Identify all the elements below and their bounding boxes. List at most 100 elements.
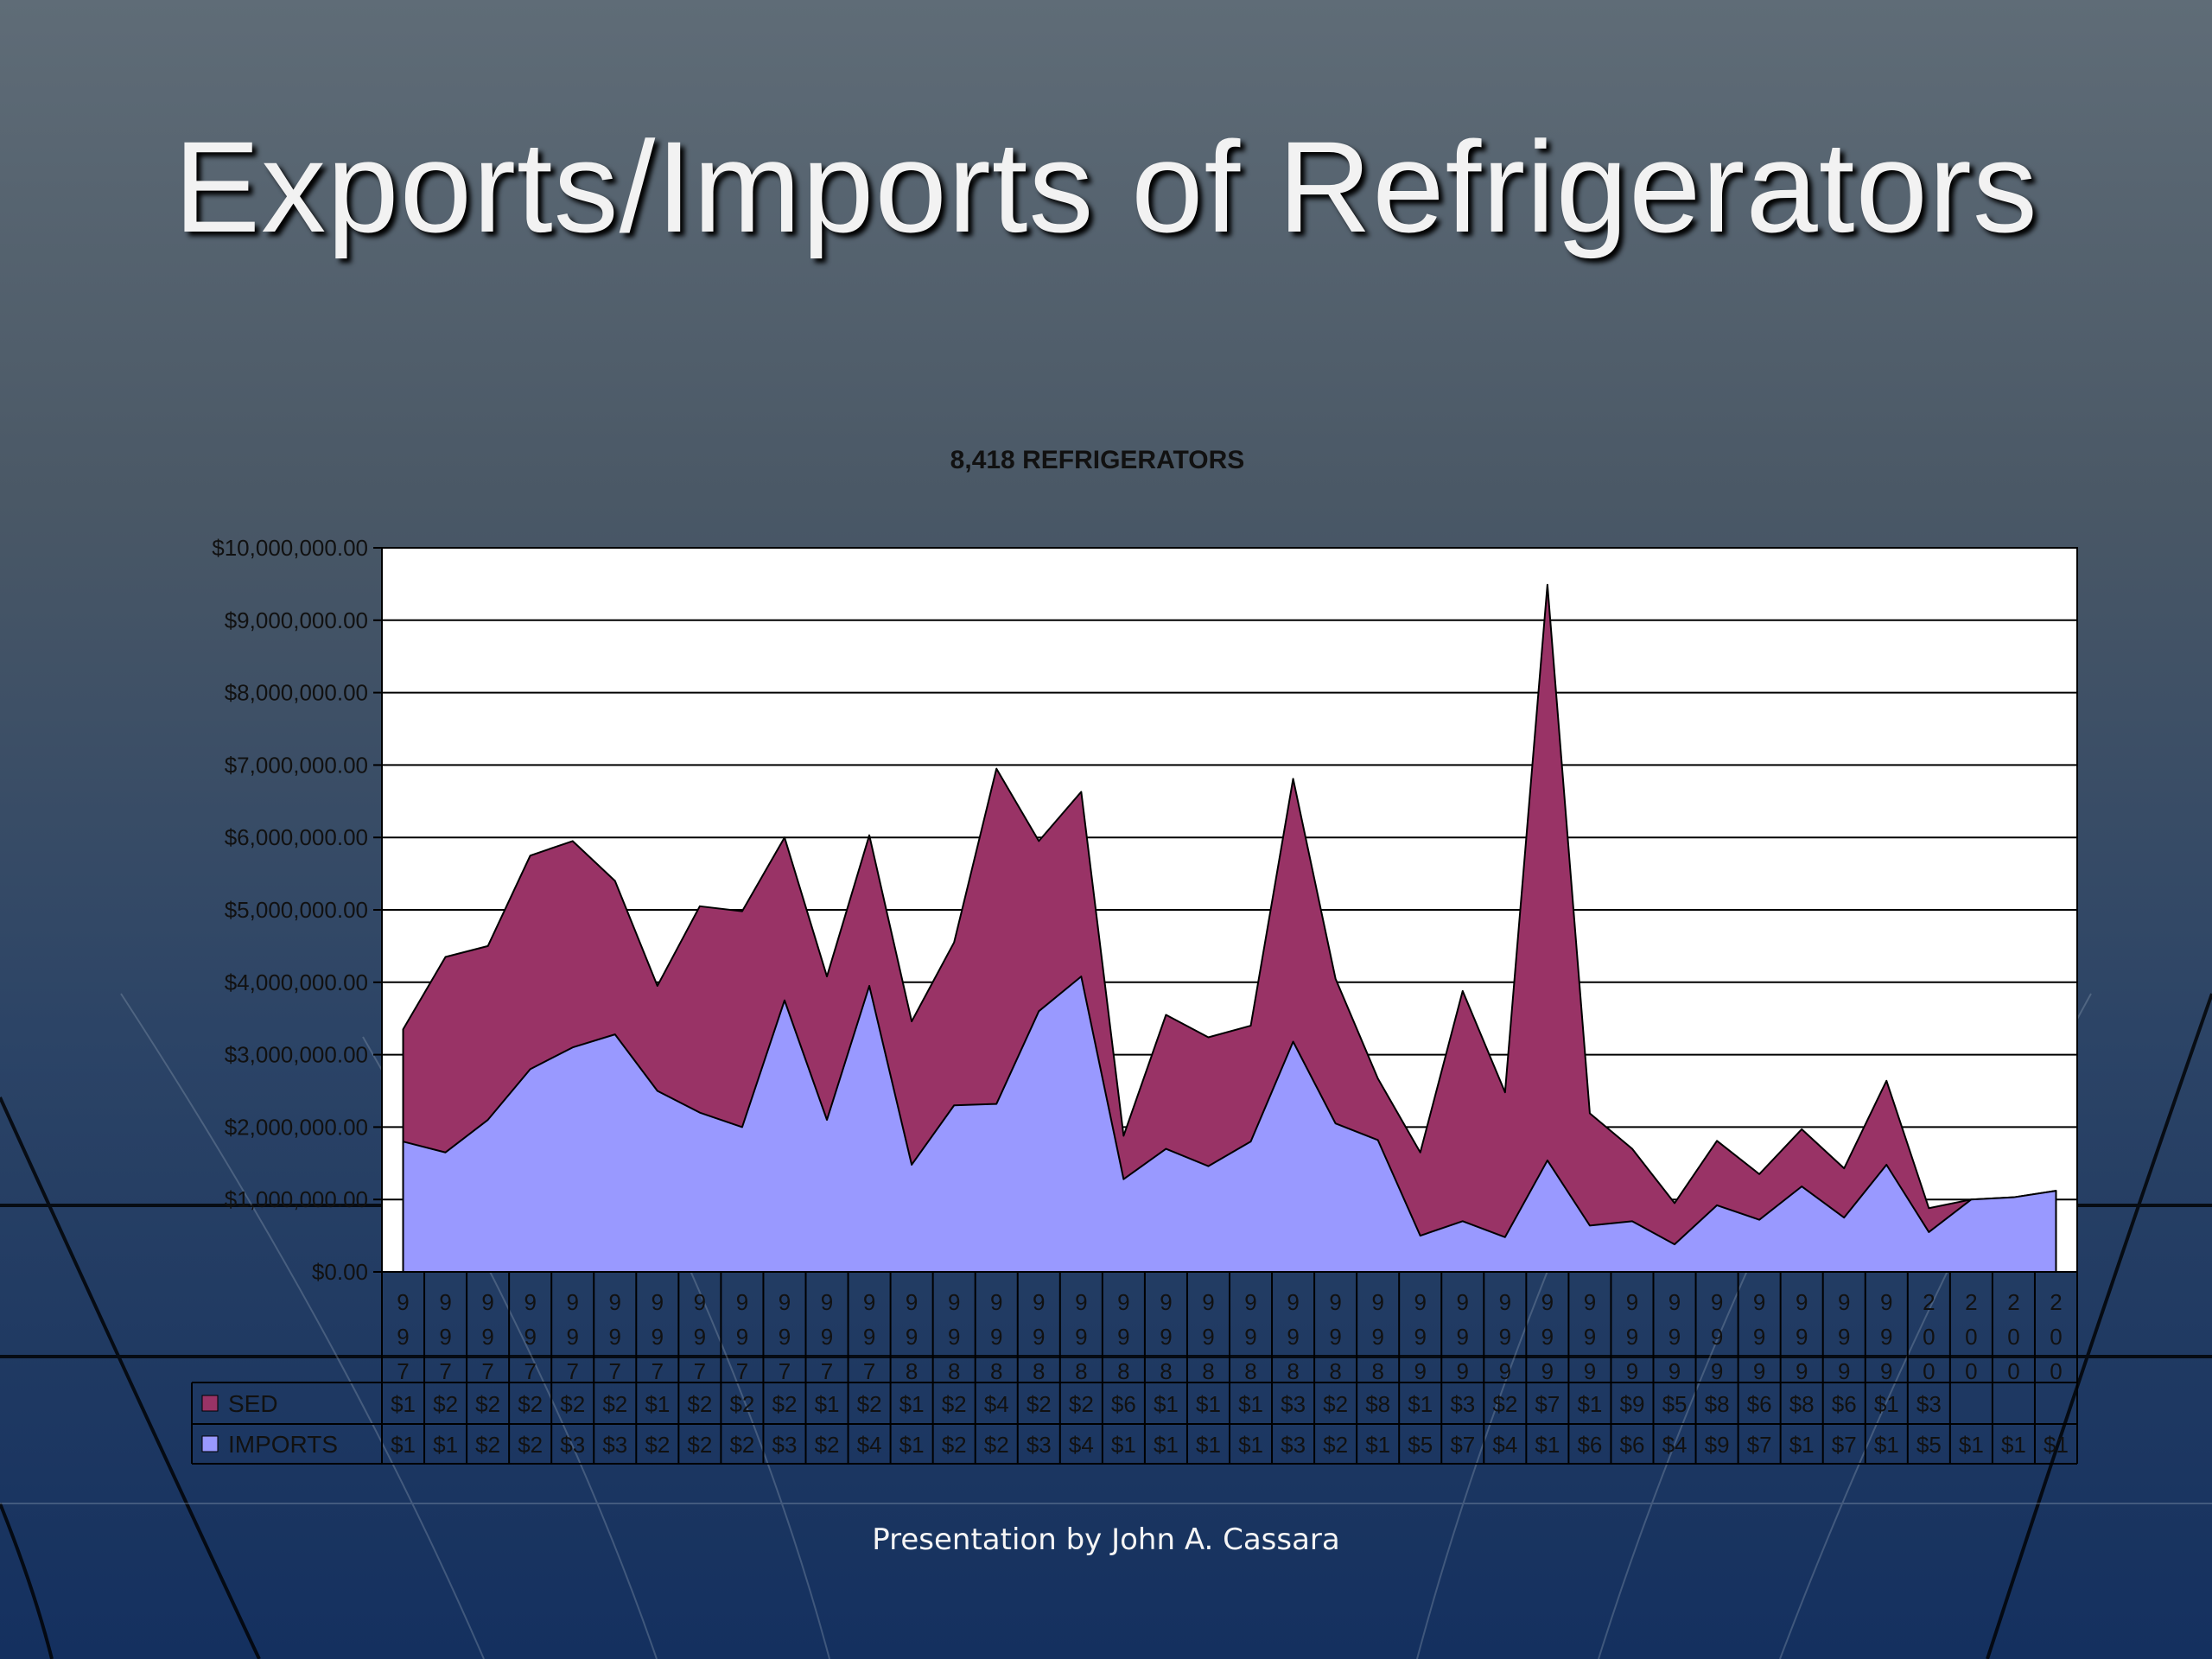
table-cell-value: $2: [729, 1391, 754, 1417]
y-tick-label: $5,000,000.00: [225, 897, 368, 923]
table-cell-value: $2: [942, 1432, 967, 1458]
table-cell-value: $2: [645, 1432, 670, 1458]
table-cell-value: $5: [1408, 1432, 1433, 1458]
table-cell-value: $2: [1323, 1391, 1348, 1417]
y-tick-label: $3,000,000.00: [225, 1042, 368, 1068]
table-cell-value: $1: [2044, 1432, 2069, 1458]
y-tick-label: $2,000,000.00: [225, 1114, 368, 1140]
table-cell-value: $3: [772, 1432, 798, 1458]
table-cell-value: $2: [687, 1391, 712, 1417]
table-cell-value: $1: [433, 1432, 458, 1458]
table-cell-value: $2: [518, 1391, 543, 1417]
table-cell-value: $1: [1238, 1432, 1263, 1458]
table-cell-value: $8: [1365, 1391, 1390, 1417]
table-cell-value: $1: [391, 1432, 416, 1458]
table-cell-value: $7: [1832, 1432, 1857, 1458]
area-series: [402, 583, 2057, 1273]
table-cell-value: $1: [899, 1432, 925, 1458]
table-cell-value: $6: [1577, 1432, 1602, 1458]
table-cell-value: $6: [1620, 1432, 1645, 1458]
table-cell-value: $8: [1705, 1391, 1730, 1417]
table-cell-value: $4: [1492, 1432, 1517, 1458]
table-cell-value: $1: [1874, 1391, 1899, 1417]
series-area-imports: [402, 976, 2057, 1273]
table-cell-value: $2: [602, 1391, 627, 1417]
table-cell-value: $1: [1408, 1391, 1433, 1417]
table-cell-value: $3: [1916, 1391, 1942, 1417]
table-cell-value: $1: [1196, 1432, 1221, 1458]
y-tick-label: $7,000,000.00: [225, 752, 368, 778]
table-cell-value: $1: [1111, 1432, 1136, 1458]
table-cell-value: $2: [475, 1432, 500, 1458]
table-cell-value: $4: [984, 1391, 1009, 1417]
table-cell-value: $3: [1027, 1432, 1052, 1458]
table-cell-value: $7: [1747, 1432, 1772, 1458]
table-cell-value: $1: [815, 1391, 840, 1417]
table-cell-value: $8: [1789, 1391, 1815, 1417]
table-cell-value: $1: [645, 1391, 670, 1417]
table-cell-value: $1: [391, 1391, 416, 1417]
table-cell-value: $9: [1620, 1391, 1645, 1417]
table-cell-value: $4: [857, 1432, 882, 1458]
table-cell-value: $2: [1027, 1391, 1052, 1417]
table-cell-value: $2: [1492, 1391, 1517, 1417]
table-cell-value: $2: [560, 1391, 585, 1417]
table-cell-value: $5: [1916, 1432, 1942, 1458]
table-cell-value: $2: [1069, 1391, 1094, 1417]
slide-title: Exports/Imports of Refrigerators: [174, 114, 2038, 259]
table-cell-value: $2: [687, 1432, 712, 1458]
table-cell-value: $1: [1874, 1432, 1899, 1458]
table-cell-value: $4: [1069, 1432, 1094, 1458]
table-cell-value: $2: [857, 1391, 882, 1417]
table-cell-value: $2: [433, 1391, 458, 1417]
table-cell-value: $2: [772, 1391, 798, 1417]
table-cell-value: $6: [1747, 1391, 1772, 1417]
table-cell-value: $1: [899, 1391, 925, 1417]
table-cell-value: $1: [2001, 1432, 2026, 1458]
table-cell-value: $1: [1535, 1432, 1560, 1458]
table-cell-value: $7: [1535, 1391, 1560, 1417]
data-table: 9 9 7 9 9 7 9 9 7 9 9 7 9 9 7 9 9 7 9 9 7 9 9 7 9 9 7 9 9 7 9 9 7 9 9 7 9 9 8 9…: [191, 1272, 2078, 1465]
y-tick-label: $0.00: [312, 1259, 368, 1285]
table-cell-value: $2: [815, 1432, 840, 1458]
table-cell-value: $7: [1450, 1432, 1475, 1458]
table-cell-value: $1: [1196, 1391, 1221, 1417]
table-cell-value: $1: [1577, 1391, 1602, 1417]
y-axis-ticks: $0.00 $1,000,000.00 $2,000,000.00 $3,000,00…: [212, 535, 382, 1285]
legend-swatch: [201, 1435, 219, 1452]
table-cell-value: $3: [602, 1432, 627, 1458]
table-cell-value: $3: [1450, 1391, 1475, 1417]
y-tick-label: $8,000,000.00: [225, 680, 368, 706]
table-cell-value: $3: [560, 1432, 585, 1458]
footer-credit: Presentation by John A. Cassara: [872, 1522, 1340, 1557]
y-tick-label: $9,000,000.00: [225, 607, 368, 633]
